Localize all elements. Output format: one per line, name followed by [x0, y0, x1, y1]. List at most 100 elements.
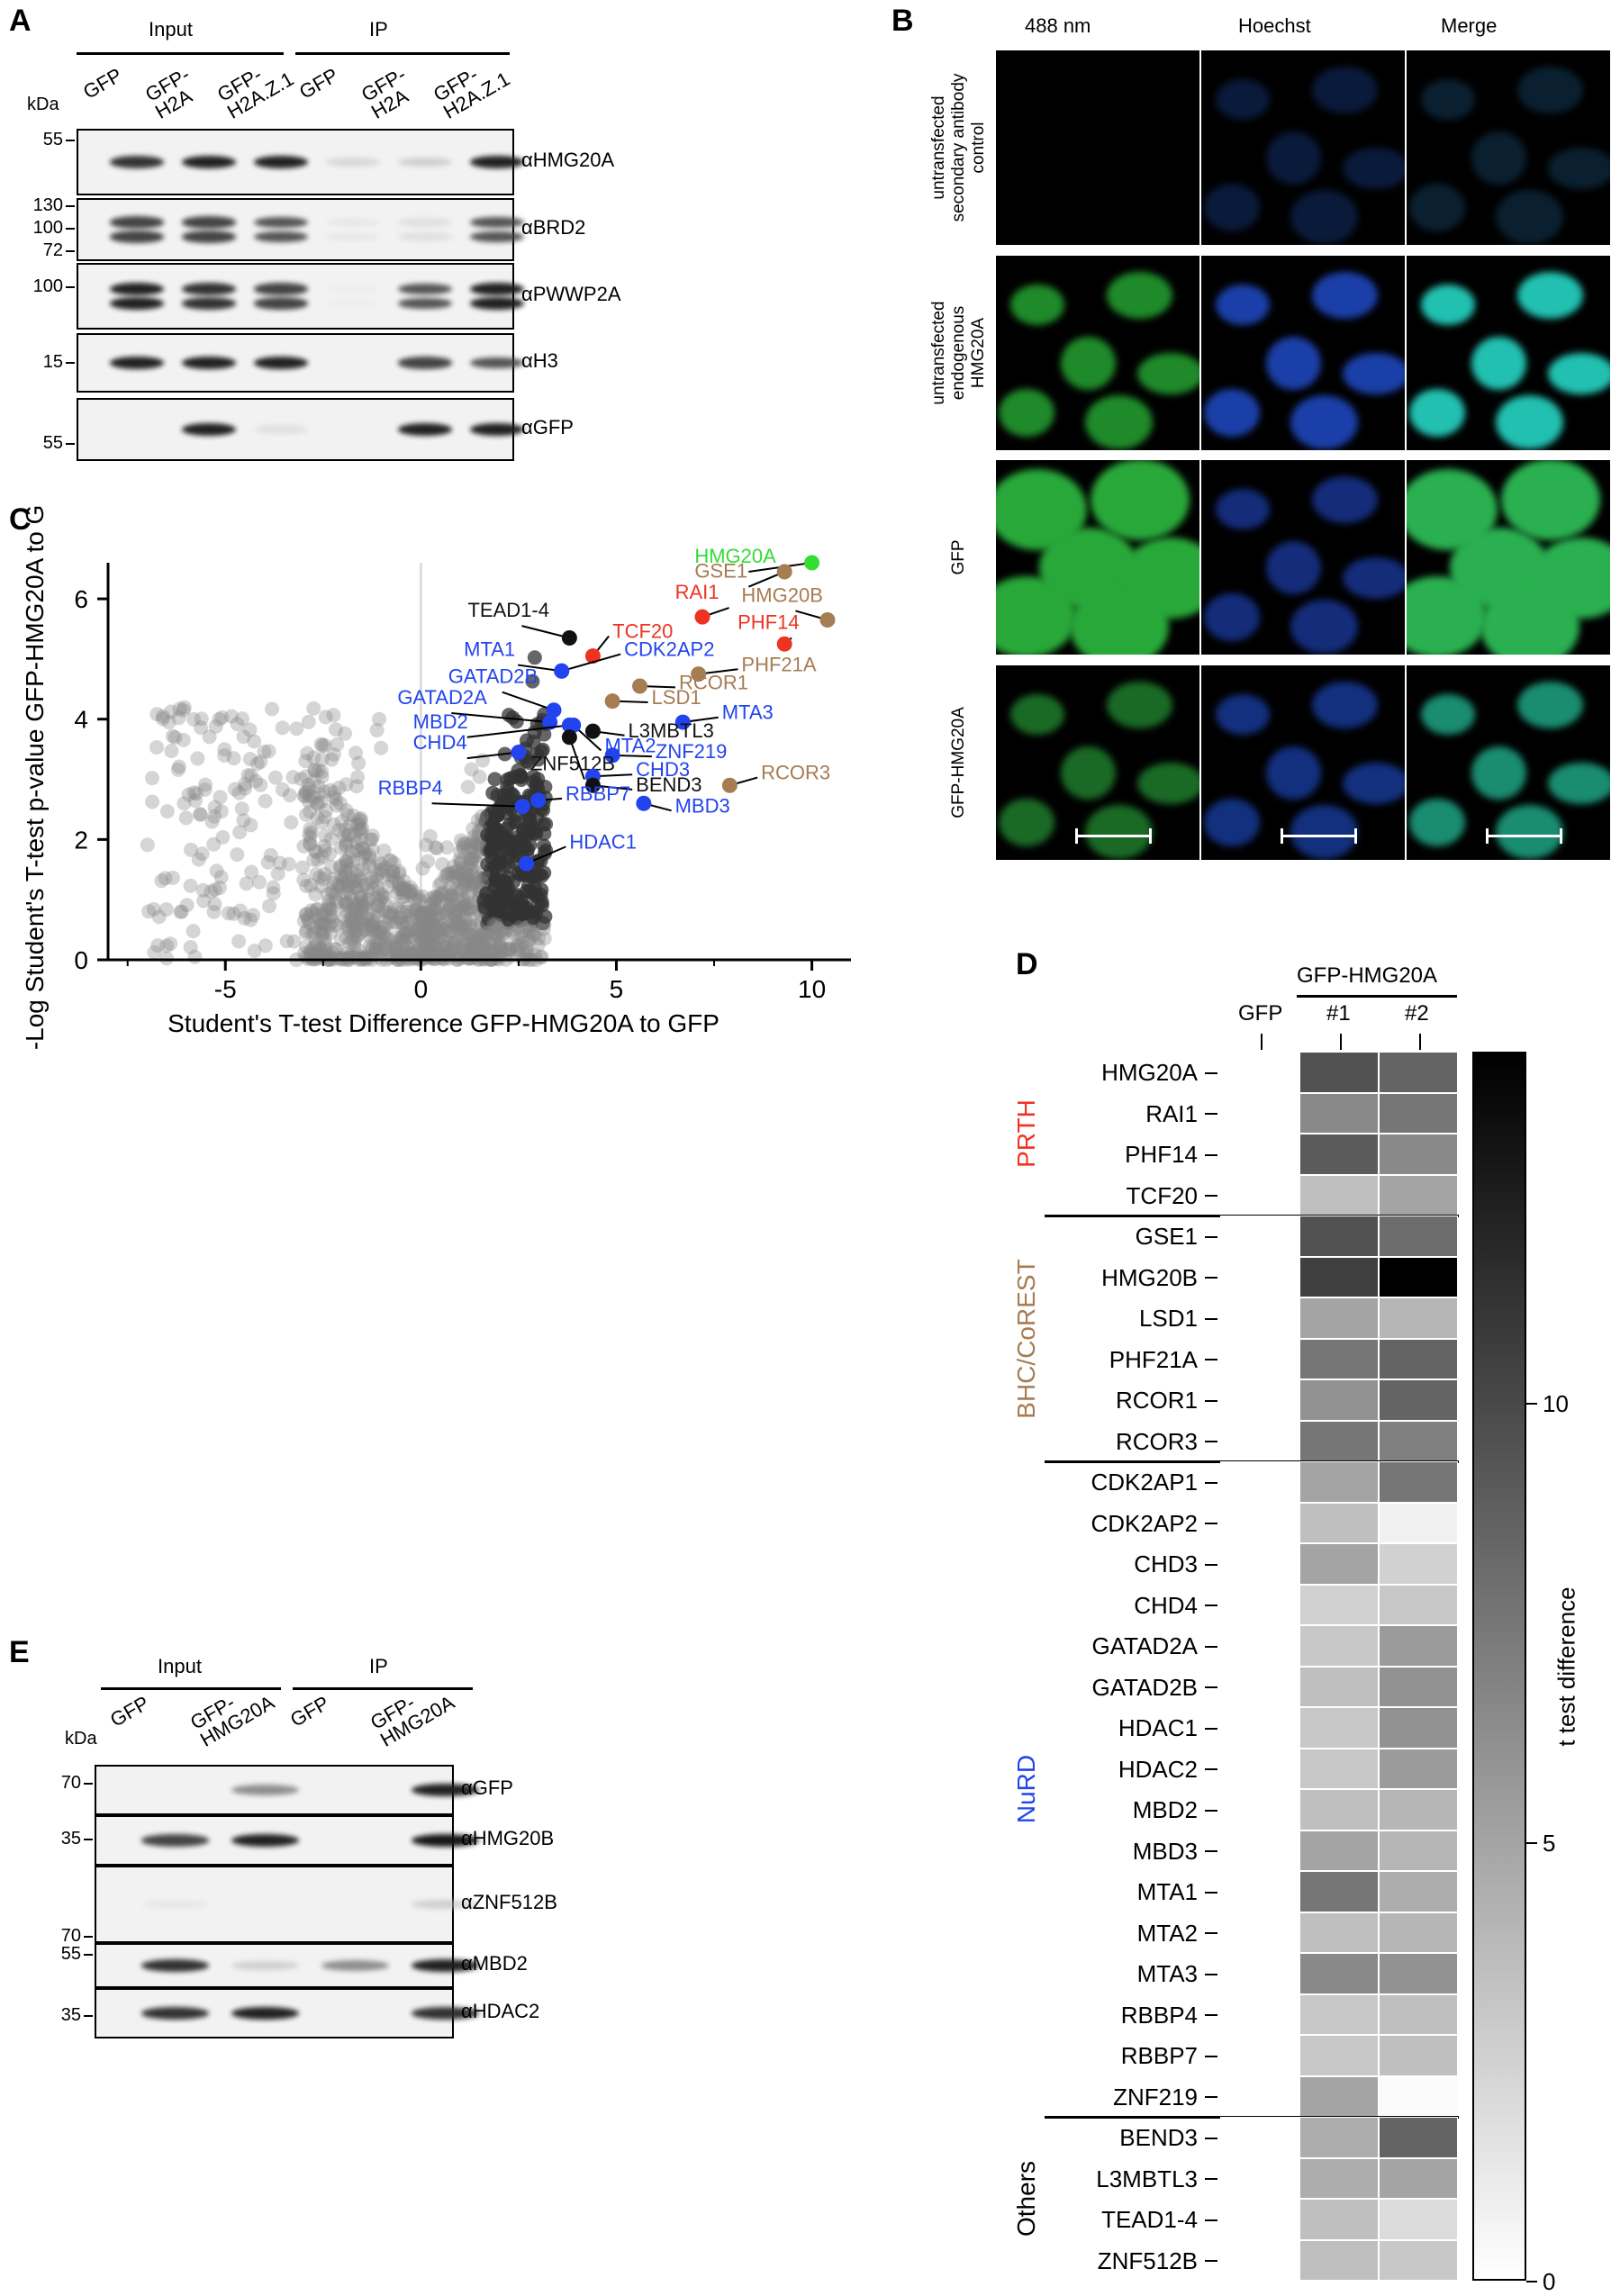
data-point: [384, 909, 399, 925]
data-point: [329, 791, 344, 807]
lane-label: GFP- H2A: [357, 62, 412, 123]
data-point: [382, 853, 397, 868]
data-point: [433, 875, 448, 890]
nucleus: [1312, 681, 1379, 728]
data-point: [471, 944, 486, 959]
heatmap-cell: [1220, 1052, 1299, 1093]
data-point: [359, 908, 375, 923]
data-point: [178, 810, 194, 826]
data-point: [438, 915, 453, 930]
data-point: [471, 928, 486, 944]
data-point: [226, 906, 241, 921]
data-point: [439, 941, 454, 956]
nucleus: [996, 576, 1077, 655]
data-point: [513, 926, 529, 941]
data-point: [253, 777, 268, 792]
leader-line: [521, 625, 570, 639]
gene-label: MBD3: [675, 794, 730, 817]
row-tick: [1205, 1441, 1217, 1443]
data-point: [338, 726, 353, 741]
data-point: [195, 846, 210, 862]
data-point: [348, 906, 363, 921]
data-point: [413, 931, 429, 946]
data-point: [303, 946, 319, 962]
data-point: [371, 711, 386, 727]
gene-label: GATAD2B: [448, 665, 538, 688]
row-tick: [1205, 1973, 1217, 1975]
heatmap-cell: [1299, 1216, 1379, 1257]
data-point: [317, 933, 332, 948]
data-point: [455, 839, 470, 854]
data-point: [348, 779, 364, 794]
data-point: [492, 936, 507, 951]
data-point: [301, 777, 316, 792]
data-point: [415, 951, 430, 966]
data-point: [435, 945, 450, 961]
data-point: [202, 729, 217, 745]
data-point: [426, 941, 441, 956]
data-point: [370, 898, 385, 913]
nucleus: [1085, 395, 1154, 450]
data-point: [365, 881, 380, 896]
data-point: [298, 807, 313, 822]
data-point: [438, 947, 453, 963]
data-point: [413, 906, 429, 921]
heatmap-cell: [1379, 1216, 1458, 1257]
protein-band: [231, 1785, 299, 1795]
data-point: [382, 945, 397, 961]
micrograph: [995, 664, 1200, 861]
heatmap-row-label: LSD1: [1138, 1305, 1198, 1332]
data-point: [417, 946, 432, 962]
data-point: [518, 946, 533, 962]
data-point: [531, 930, 547, 945]
nucleus: [1069, 586, 1169, 655]
data-point: [208, 719, 223, 734]
data-point: [186, 924, 201, 939]
data-point: [448, 936, 463, 951]
gene-label: LSD1: [652, 686, 701, 709]
data-point: [462, 896, 477, 911]
data-point: [373, 944, 388, 959]
data-point: [281, 856, 296, 872]
data-point: [404, 946, 420, 962]
heatmap-row-label: RBBP4: [1120, 2001, 1198, 2029]
data-point: [253, 755, 268, 770]
data-point: [455, 918, 470, 934]
colorbar-tick: [1526, 1841, 1537, 1844]
data-point: [394, 881, 410, 896]
data-point: [440, 866, 456, 881]
data-point: [301, 912, 316, 927]
data-point: [338, 863, 353, 879]
protein-band: [470, 357, 524, 369]
heatmap-row-label: PHF14: [1125, 1141, 1198, 1168]
data-point: [328, 891, 343, 907]
data-point: [341, 923, 357, 938]
data-point: [339, 896, 355, 911]
data-point: [212, 711, 227, 727]
data-point: [414, 905, 430, 920]
data-point: [427, 889, 442, 904]
data-point: [510, 815, 525, 830]
heatmap-row-label: HMG20B: [1101, 1263, 1198, 1291]
highlighted-point: [674, 714, 691, 730]
data-point: [435, 918, 450, 934]
data-point: [422, 828, 438, 844]
data-point: [435, 885, 450, 900]
data-point: [369, 722, 385, 737]
data-point: [341, 850, 357, 865]
data-point: [338, 863, 353, 879]
heatmap-cell: [1379, 1953, 1458, 1994]
data-point: [416, 917, 431, 933]
data-point: [468, 837, 484, 853]
data-point: [466, 863, 482, 879]
row-tick: [1205, 1686, 1217, 1689]
nucleus: [1215, 79, 1270, 120]
data-point: [240, 767, 256, 782]
data-point: [369, 926, 385, 941]
heatmap-cell: [1220, 1134, 1299, 1175]
data-point: [171, 759, 186, 774]
data-point: [384, 873, 399, 889]
data-point: [226, 751, 241, 766]
data-point: [469, 875, 484, 890]
panel-e-kda: kDa: [65, 1729, 97, 1749]
